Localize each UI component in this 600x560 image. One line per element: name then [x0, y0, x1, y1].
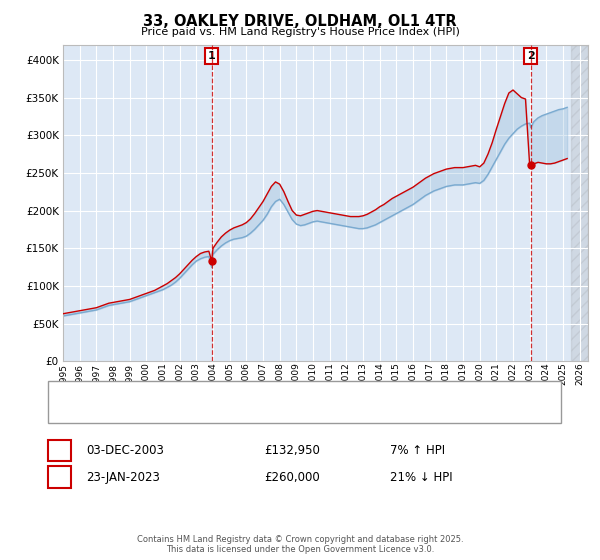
- Text: £260,000: £260,000: [264, 470, 320, 484]
- Bar: [571, 45, 588, 361]
- Text: 1: 1: [208, 51, 215, 61]
- Text: 21% ↓ HPI: 21% ↓ HPI: [390, 470, 452, 484]
- Text: £132,950: £132,950: [264, 444, 320, 458]
- Text: 2: 2: [55, 470, 64, 484]
- Text: Contains HM Land Registry data © Crown copyright and database right 2025.
This d: Contains HM Land Registry data © Crown c…: [137, 535, 463, 554]
- Text: HPI: Average price, detached house, Oldham: HPI: Average price, detached house, Oldh…: [96, 406, 330, 416]
- Text: 2: 2: [527, 51, 535, 61]
- Text: 23-JAN-2023: 23-JAN-2023: [86, 470, 160, 484]
- Text: 33, OAKLEY DRIVE, OLDHAM, OL1 4TR (detached house): 33, OAKLEY DRIVE, OLDHAM, OL1 4TR (detac…: [96, 388, 389, 398]
- Text: Price paid vs. HM Land Registry's House Price Index (HPI): Price paid vs. HM Land Registry's House …: [140, 27, 460, 37]
- Text: 7% ↑ HPI: 7% ↑ HPI: [390, 444, 445, 458]
- Text: 03-DEC-2003: 03-DEC-2003: [86, 444, 164, 458]
- Text: 1: 1: [55, 444, 64, 458]
- Text: 33, OAKLEY DRIVE, OLDHAM, OL1 4TR: 33, OAKLEY DRIVE, OLDHAM, OL1 4TR: [143, 14, 457, 29]
